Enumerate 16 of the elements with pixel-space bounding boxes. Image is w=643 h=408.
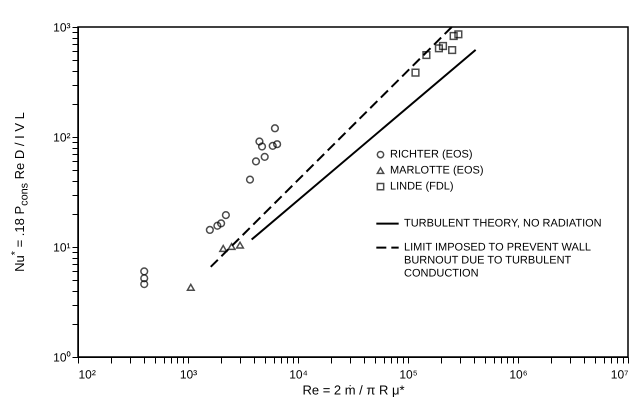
legend-label: LIMIT IMPOSED TO PREVENT WALL BURNOUT DUE TO TURBULENT CONDUCTION <box>404 242 592 280</box>
y-tick-label: 10⁰ <box>53 350 70 364</box>
legend-label: MARLOTTE (EOS) <box>390 164 484 177</box>
x-tick-label: 10² <box>78 368 96 382</box>
legend-label: TURBULENT THEORY, NO RADIATION <box>404 218 602 230</box>
x-tick-label: 10³ <box>180 368 198 382</box>
x-axis-title: Re = 2 ṁ / π R μ* <box>302 382 405 398</box>
x-tick-label: 10⁴ <box>289 368 308 382</box>
x-tick-label: 10⁵ <box>399 368 418 382</box>
legend-label: LINDE (FDL) <box>390 180 454 193</box>
legend-label: RICHTER (EOS) <box>390 148 472 161</box>
y-tick-label: 10¹ <box>53 240 71 254</box>
y-tick-label: 10³ <box>53 20 71 34</box>
y-tick-label: 10² <box>53 130 71 144</box>
x-tick-label: 10⁷ <box>610 368 628 382</box>
x-tick-label: 10⁶ <box>509 368 528 382</box>
